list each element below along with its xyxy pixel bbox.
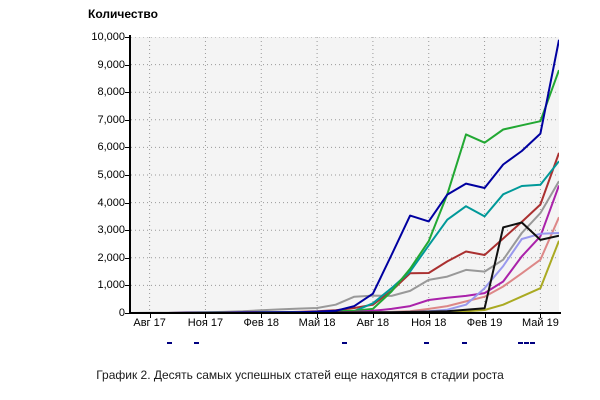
x-axis-tick (261, 314, 263, 318)
y-axis-tick (125, 119, 129, 121)
x-axis-tick (317, 314, 319, 318)
chart-title: Количество (88, 7, 158, 21)
series-line-navy (131, 39, 559, 313)
x-axis-tick-label: Фев 18 (243, 317, 280, 329)
clipped-legend-text-mark (194, 342, 199, 344)
x-axis-tick (149, 314, 151, 318)
x-axis-tick (428, 314, 430, 318)
plot-area (131, 37, 559, 313)
x-axis-tick (484, 314, 486, 318)
y-axis-line (129, 35, 131, 314)
y-axis-tick-label: 8,000 (97, 86, 125, 99)
x-axis-tick-label: Май 19 (521, 317, 559, 329)
y-axis-tick-label: 2,000 (97, 251, 125, 264)
y-axis-tick-label: 0 (118, 307, 125, 319)
y-axis-tick-label: 9,000 (97, 58, 125, 71)
x-axis-tick-label: Май 18 (298, 317, 336, 329)
figure-caption: График 2. Десять самых успешных статей е… (96, 368, 504, 382)
y-axis-tick (125, 92, 129, 94)
series-line-dark-red (131, 152, 559, 313)
y-axis-tick (125, 202, 129, 204)
y-axis-tick-label: 7,000 (97, 113, 125, 126)
y-axis-tick (125, 37, 129, 38)
x-axis-tick (372, 314, 374, 318)
clipped-legend-text-mark (424, 342, 429, 344)
y-axis-tick (125, 230, 129, 232)
x-axis-tick-label: Авг 18 (356, 317, 390, 329)
x-axis-tick (205, 314, 207, 318)
y-axis-tick (125, 64, 129, 66)
y-axis-tick (125, 313, 129, 314)
x-axis-tick-label: Фев 19 (466, 317, 503, 329)
clipped-legend-text-mark (518, 342, 523, 344)
clipped-legend-text-mark (342, 342, 347, 344)
y-axis-tick (125, 175, 129, 176)
y-axis-tick-label: 3,000 (97, 224, 125, 237)
x-axis-tick-label: Авг 17 (133, 317, 166, 329)
series-line-black (131, 221, 559, 313)
x-axis-tick-label: Ноя 17 (187, 317, 224, 329)
clipped-legend-text-mark (462, 342, 467, 344)
y-axis-tick-label: 6,000 (97, 141, 125, 154)
y-axis-tick (125, 285, 129, 287)
y-axis-tick-label: 4,000 (97, 196, 125, 209)
x-axis-tick-label: Ноя 18 (411, 317, 447, 329)
clipped-legend-text-mark (524, 342, 529, 344)
y-axis-tick-label: 5,000 (97, 169, 125, 181)
x-axis-line (129, 312, 561, 314)
y-axis-tick-label: 1,000 (97, 279, 125, 292)
clipped-legend-text-mark (167, 342, 172, 344)
y-axis-tick-label: 10,000 (91, 31, 125, 43)
y-axis-tick (125, 257, 129, 259)
y-axis-tick (125, 147, 129, 149)
x-axis-tick (540, 314, 542, 318)
clipped-legend-text-mark (530, 342, 535, 344)
